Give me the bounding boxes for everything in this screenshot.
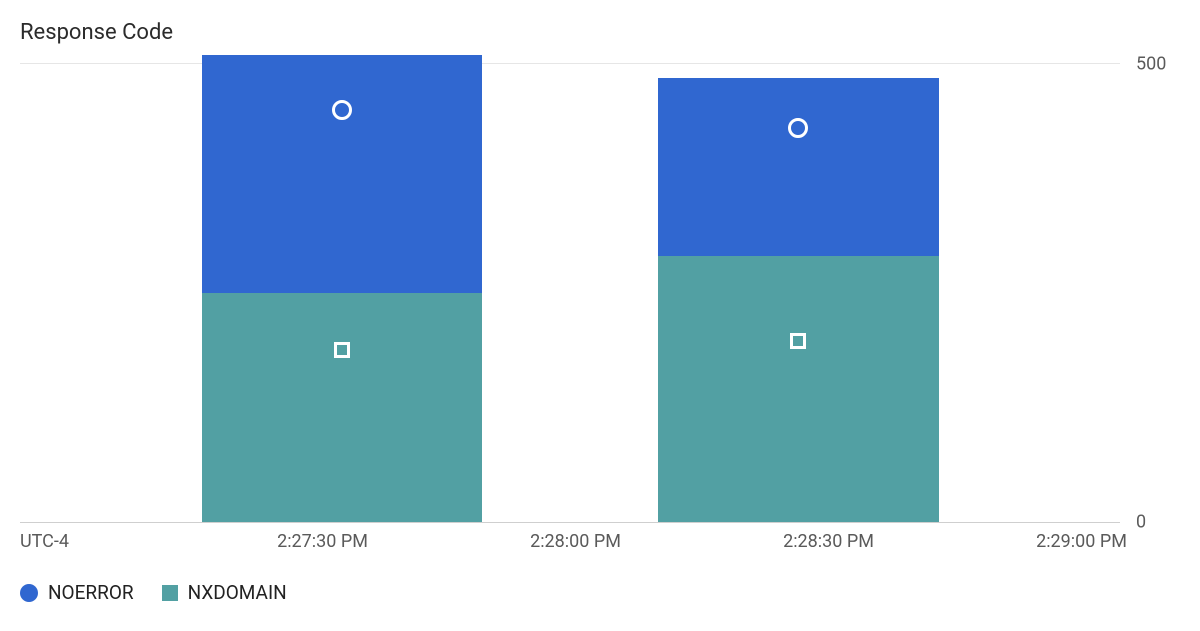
plot-area: 5000 [20,63,1120,523]
plot-wrap: 5000 UTC-4 2:27:30 PM 2:28:00 PM 2:28:30 PM… [20,63,1120,563]
bar-segment-nxdomain [202,293,483,522]
circle-icon [20,584,38,602]
x-tick-label: 2:28:30 PM [783,531,874,552]
bar-group [202,55,483,522]
square-marker-icon [790,333,806,349]
legend-item-nxdomain[interactable]: NXDOMAIN [162,581,287,604]
bar-segment-nxdomain [658,256,939,522]
legend-label: NOERROR [48,581,134,604]
legend-item-noerror[interactable]: NOERROR [20,581,134,604]
bar-segment-noerror [658,78,939,257]
circle-marker-icon [788,118,808,138]
x-tick-label: 2:28:00 PM [530,531,621,552]
chart-container: Response Code 5000 UTC-42:27:30 PM2:28:0… [0,0,1200,631]
bar-segment-noerror [202,55,483,293]
legend: NOERROR NXDOMAIN [20,581,1120,604]
square-icon [162,585,178,601]
square-marker-icon [334,342,350,358]
bar-group [658,78,939,522]
circle-marker-icon [332,100,352,120]
y-tick-label: 500 [1136,54,1166,75]
x-axis: UTC-42:27:30 PM2:28:00 PM2:28:30 PM2:29:… [20,531,1120,563]
timezone-label: UTC-4 [20,531,69,552]
legend-label: NXDOMAIN [188,581,287,604]
y-tick-label: 0 [1136,512,1146,533]
x-tick-label: 2:27:30 PM [277,531,368,552]
chart-title: Response Code [20,20,1120,45]
x-tick-label: 2:29:00 PM [1036,531,1127,552]
